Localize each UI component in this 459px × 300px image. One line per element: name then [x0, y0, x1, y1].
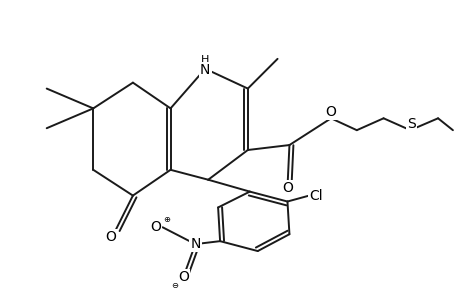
- Text: N: N: [190, 237, 200, 251]
- Text: ⊖: ⊖: [171, 281, 178, 290]
- Text: S: S: [406, 117, 415, 131]
- Text: O: O: [325, 105, 336, 119]
- Text: ⊕: ⊕: [163, 215, 170, 224]
- Text: O: O: [106, 230, 116, 244]
- Text: O: O: [281, 181, 292, 195]
- Text: N: N: [200, 63, 210, 77]
- Text: O: O: [178, 270, 189, 284]
- Text: O: O: [150, 220, 161, 234]
- Text: H: H: [201, 55, 209, 65]
- Text: Cl: Cl: [309, 189, 322, 202]
